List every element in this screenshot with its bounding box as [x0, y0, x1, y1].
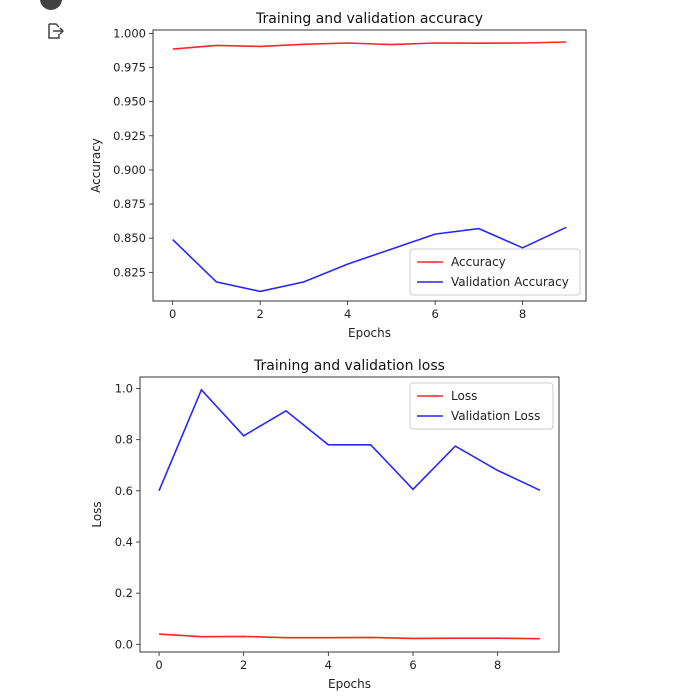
legend: Loss Validation Loss [409, 382, 554, 430]
y-tick-label: 0.2 [115, 586, 133, 600]
y-tick-label: 1.0 [115, 382, 133, 396]
y-tick-label: 0.6 [115, 484, 133, 498]
y-tick-label: 0.950 [113, 95, 146, 109]
x-axis-label: Epochs [328, 677, 371, 691]
chart-title: Training and validation loss [253, 358, 445, 374]
run-cell-icon[interactable] [40, 0, 62, 10]
x-tick-label: 8 [494, 658, 501, 672]
output-arrow-icon [48, 23, 64, 39]
x-axis-label: Epochs [348, 326, 391, 340]
legend-box [409, 248, 581, 296]
x-tick-label: 0 [155, 658, 162, 672]
x-tick-label: 8 [519, 307, 526, 321]
plot-frame [139, 376, 560, 653]
x-tick-label: 6 [409, 658, 416, 672]
y-tick-label: 0.8 [115, 433, 133, 447]
series-line-accuracy [172, 41, 567, 50]
x-tick-label: 4 [325, 658, 332, 672]
y-tick-label: 0.875 [113, 197, 146, 211]
x-tick-label: 2 [240, 658, 247, 672]
legend-label: Validation Accuracy [451, 275, 569, 289]
legend-label: Accuracy [451, 255, 506, 269]
legend-box [409, 382, 554, 430]
legend-label: Loss [451, 389, 477, 403]
y-tick-label: 0.900 [113, 163, 146, 177]
legend-label: Validation Loss [451, 409, 540, 423]
legend: Accuracy Validation Accuracy [409, 248, 581, 296]
y-tick-label: 0.4 [115, 535, 133, 549]
x-tick-label: 4 [344, 307, 351, 321]
chart-2: Training and validation loss 0 2 4 6 8 0.0 0.2 0… [90, 358, 560, 691]
plot-frame [152, 29, 587, 302]
x-tick-label: 0 [169, 307, 176, 321]
y-axis-label: Accuracy [89, 138, 103, 193]
series-line-validation-accuracy [172, 226, 567, 293]
y-tick-label: 0.975 [113, 61, 146, 75]
chart-title: Training and validation accuracy [255, 11, 483, 27]
x-tick-label: 6 [431, 307, 438, 321]
chart-1: Training and validation accuracy 0 2 4 6 8 0.8… [89, 11, 587, 340]
y-tick-label: 0.925 [113, 129, 146, 143]
y-tick-label: 0.825 [113, 265, 146, 279]
y-tick-label: 0.0 [115, 637, 133, 651]
y-tick-label: 1.000 [113, 26, 146, 40]
series-line-validation-loss [158, 388, 541, 492]
y-axis-label: Loss [90, 501, 104, 527]
series-line-loss [158, 633, 541, 640]
y-tick-label: 0.850 [113, 231, 146, 245]
x-tick-label: 2 [256, 307, 263, 321]
